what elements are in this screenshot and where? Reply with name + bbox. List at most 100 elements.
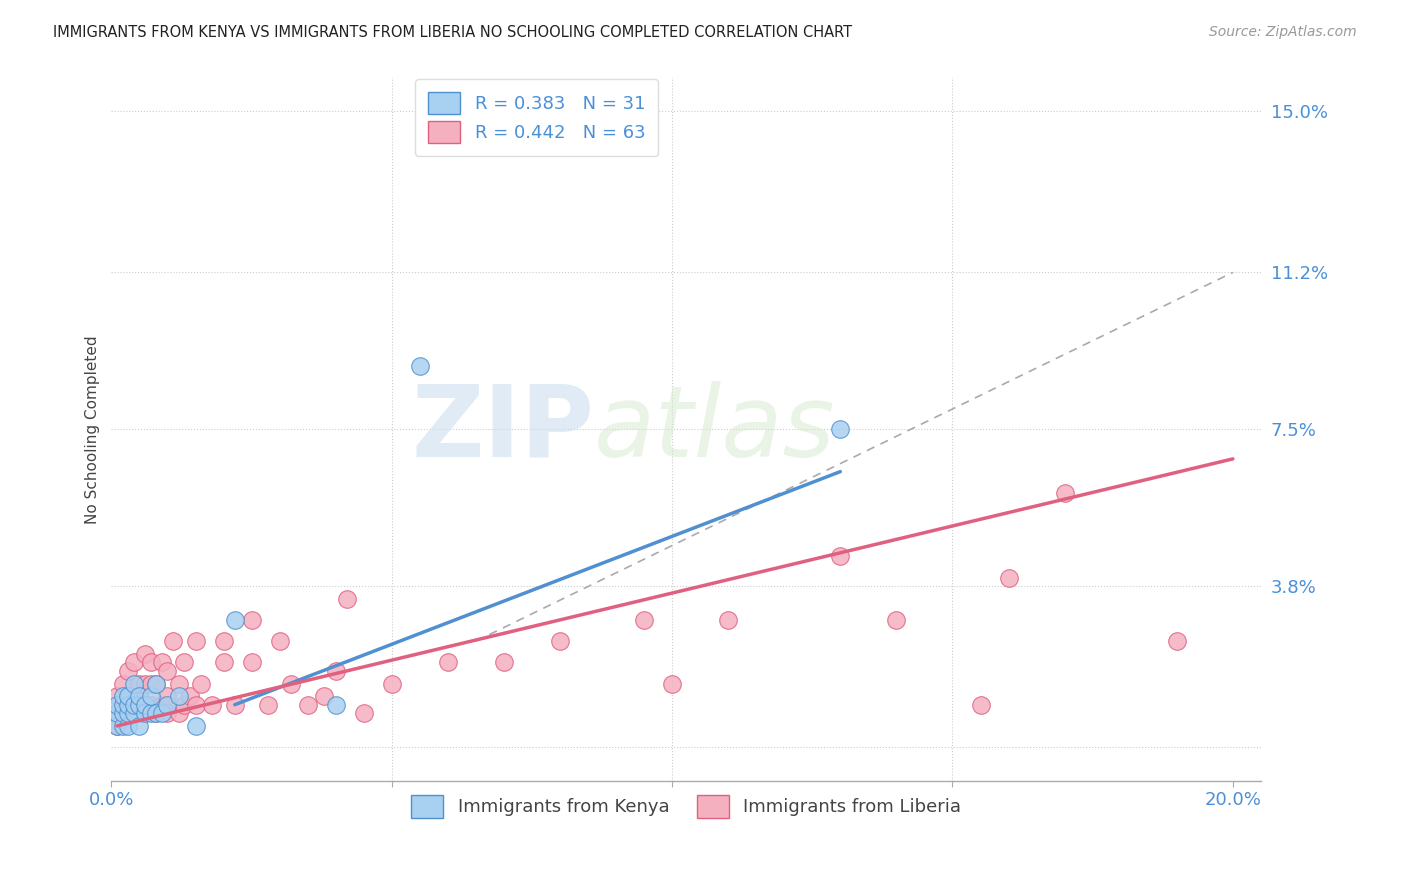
Point	[111, 719, 134, 733]
Point	[150, 698, 173, 712]
Point	[105, 719, 128, 733]
Point	[122, 706, 145, 721]
Point	[134, 706, 156, 721]
Point	[156, 698, 179, 712]
Point	[156, 690, 179, 704]
Point	[886, 613, 908, 627]
Point	[117, 664, 139, 678]
Point	[122, 676, 145, 690]
Point	[134, 647, 156, 661]
Point	[128, 690, 150, 704]
Point	[139, 698, 162, 712]
Point	[167, 676, 190, 690]
Point	[633, 613, 655, 627]
Point	[409, 359, 432, 373]
Point	[150, 706, 173, 721]
Point	[111, 690, 134, 704]
Point	[1166, 634, 1188, 648]
Point	[1053, 485, 1076, 500]
Point	[128, 698, 150, 712]
Point	[548, 634, 571, 648]
Point	[139, 676, 162, 690]
Text: IMMIGRANTS FROM KENYA VS IMMIGRANTS FROM LIBERIA NO SCHOOLING COMPLETED CORRELAT: IMMIGRANTS FROM KENYA VS IMMIGRANTS FROM…	[53, 25, 852, 40]
Point	[353, 706, 375, 721]
Point	[145, 706, 167, 721]
Point	[139, 706, 162, 721]
Text: Source: ZipAtlas.com: Source: ZipAtlas.com	[1209, 25, 1357, 39]
Point	[111, 676, 134, 690]
Point	[111, 698, 134, 712]
Point	[184, 719, 207, 733]
Point	[134, 698, 156, 712]
Point	[105, 698, 128, 712]
Point	[240, 613, 263, 627]
Point	[122, 698, 145, 712]
Point	[156, 706, 179, 721]
Point	[128, 706, 150, 721]
Point	[145, 706, 167, 721]
Point	[105, 706, 128, 721]
Point	[325, 698, 347, 712]
Point	[128, 690, 150, 704]
Point	[997, 570, 1019, 584]
Point	[280, 676, 302, 690]
Point	[117, 706, 139, 721]
Point	[201, 698, 224, 712]
Point	[240, 656, 263, 670]
Point	[314, 690, 336, 704]
Point	[184, 698, 207, 712]
Point	[145, 676, 167, 690]
Point	[117, 690, 139, 704]
Point	[111, 706, 134, 721]
Point	[297, 698, 319, 712]
Point	[167, 690, 190, 704]
Point	[336, 591, 359, 606]
Point	[179, 690, 201, 704]
Point	[173, 656, 195, 670]
Text: atlas: atlas	[595, 381, 835, 478]
Point	[156, 664, 179, 678]
Point	[134, 706, 156, 721]
Point	[117, 719, 139, 733]
Point	[437, 656, 460, 670]
Point	[661, 676, 683, 690]
Point	[105, 690, 128, 704]
Point	[830, 422, 852, 436]
Point	[145, 676, 167, 690]
Point	[830, 549, 852, 564]
Point	[117, 698, 139, 712]
Point	[190, 676, 212, 690]
Point	[167, 706, 190, 721]
Point	[105, 706, 128, 721]
Point	[173, 698, 195, 712]
Point	[969, 698, 991, 712]
Point	[139, 656, 162, 670]
Point	[122, 698, 145, 712]
Point	[117, 706, 139, 721]
Point	[111, 706, 134, 721]
Point	[257, 698, 280, 712]
Point	[162, 634, 184, 648]
Point	[150, 656, 173, 670]
Text: ZIP: ZIP	[412, 381, 595, 478]
Point	[105, 719, 128, 733]
Point	[128, 719, 150, 733]
Point	[134, 676, 156, 690]
Point	[184, 634, 207, 648]
Point	[325, 664, 347, 678]
Point	[128, 676, 150, 690]
Point	[117, 690, 139, 704]
Y-axis label: No Schooling Completed: No Schooling Completed	[86, 334, 100, 524]
Point	[212, 656, 235, 670]
Point	[381, 676, 404, 690]
Point	[269, 634, 291, 648]
Point	[122, 656, 145, 670]
Point	[224, 698, 246, 712]
Legend: Immigrants from Kenya, Immigrants from Liberia: Immigrants from Kenya, Immigrants from L…	[404, 789, 969, 825]
Point	[717, 613, 740, 627]
Point	[139, 690, 162, 704]
Point	[224, 613, 246, 627]
Point	[492, 656, 515, 670]
Point	[111, 698, 134, 712]
Point	[212, 634, 235, 648]
